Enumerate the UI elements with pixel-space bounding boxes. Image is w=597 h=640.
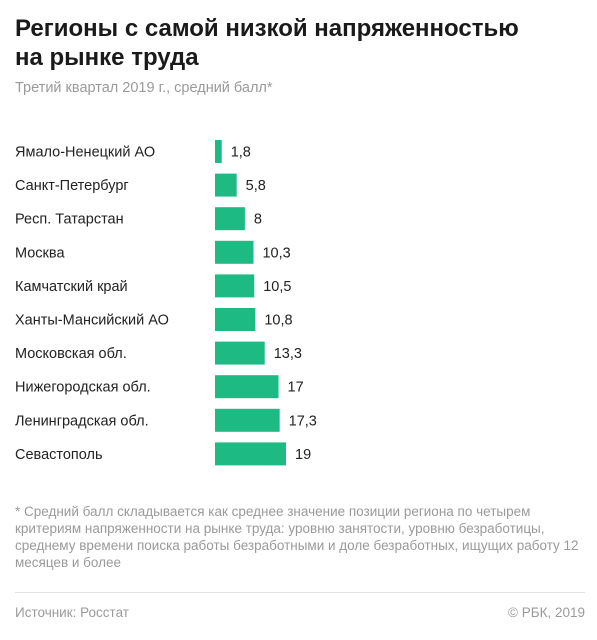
copyright-note: © РБК, 2019	[508, 605, 585, 620]
bar-chart: Ямало-Ненецкий АО 1,8 Санкт-Петербург 5,8 Ре…	[15, 140, 317, 466]
bar	[215, 341, 265, 365]
category-label: Севастополь	[15, 447, 103, 463]
bar	[215, 240, 254, 264]
bar	[215, 375, 279, 399]
category-label: Нижегородская обл.	[15, 380, 151, 396]
value-label: 10,3	[262, 245, 290, 261]
chart-title-line-2: на рынке труда	[15, 44, 199, 71]
footer-divider	[15, 592, 585, 593]
category-label: Ленинградская обл.	[15, 413, 149, 429]
value-label: 5,8	[246, 178, 266, 194]
category-label: Москва	[15, 245, 65, 261]
bar	[215, 140, 222, 163]
bar	[215, 274, 255, 298]
bar	[215, 173, 237, 197]
chart-title-line-1: Регионы с самой низкой напряженностью	[15, 15, 519, 42]
category-label: Ямало-Ненецкий АО	[15, 145, 155, 161]
chart-title: Регионы с самой низкой напряженностью на…	[15, 14, 585, 72]
chart-subtitle: Третий квартал 2019 г., средний балл*	[15, 80, 273, 96]
bar	[215, 308, 256, 331]
category-label: Московская обл.	[15, 346, 127, 362]
value-label: 13,3	[274, 346, 302, 362]
bar	[215, 207, 245, 231]
category-label: Респ. Татарстан	[15, 212, 124, 228]
source-note: Источник: Росстат	[15, 605, 129, 620]
value-label: 1,8	[231, 145, 251, 161]
footnote: * Средний балл складывается как среднее …	[15, 504, 579, 570]
value-label: 10,8	[264, 313, 292, 329]
category-label: Камчатский край	[15, 279, 128, 295]
value-label: 19	[295, 447, 311, 463]
value-label: 17,3	[289, 413, 317, 429]
bar	[215, 408, 280, 432]
category-label: Ханты-Мансийский АО	[15, 313, 169, 329]
bar	[215, 442, 286, 466]
value-label: 8	[254, 212, 262, 228]
category-label: Санкт-Петербург	[15, 178, 129, 194]
value-label: 17	[288, 380, 304, 396]
value-label: 10,5	[263, 279, 291, 295]
